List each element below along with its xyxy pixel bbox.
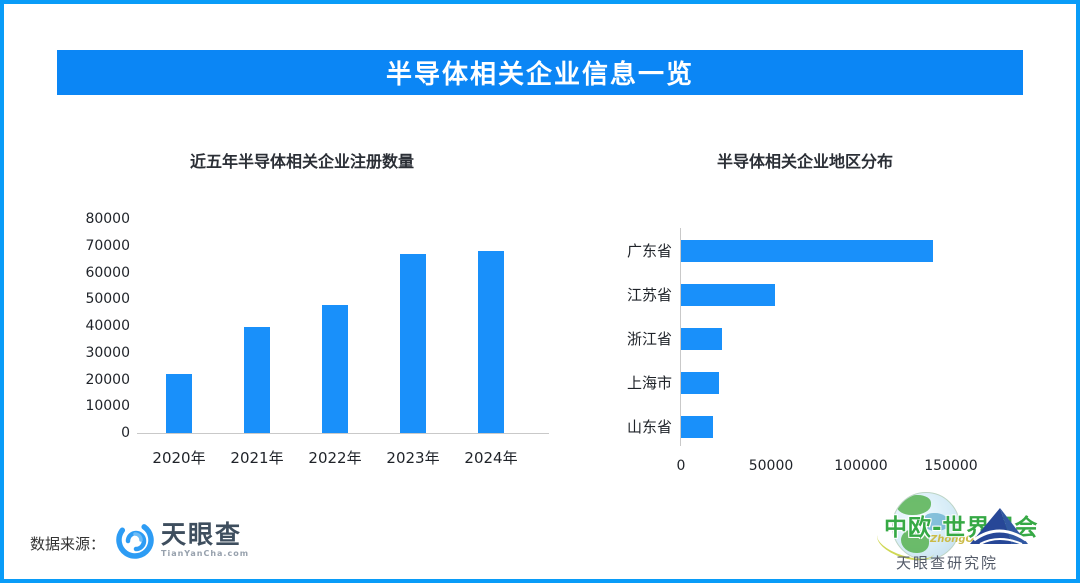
registrations-bar xyxy=(322,304,348,433)
watermark: ZhongOu 中欧-世界展会 天眼查研究院 xyxy=(870,486,1074,578)
region-label: 山东省 xyxy=(626,418,672,436)
tianyancha-domain: TianYanCha.com xyxy=(161,549,250,558)
watermark-expo-subtitle: ZhongOu xyxy=(930,534,982,545)
registrations-baseline xyxy=(137,433,549,434)
tianyancha-name: 天眼查 xyxy=(161,520,243,549)
regions-chart-title: 半导体相关企业地区分布 xyxy=(716,152,893,171)
registrations-xlabel: 2021年 xyxy=(230,449,284,467)
data-source: 数据来源： 天眼查 TianYanCha.com xyxy=(30,520,249,560)
data-source-label: 数据来源： xyxy=(30,534,106,553)
globe-continent xyxy=(901,529,929,553)
region-label: 上海市 xyxy=(626,374,672,392)
region-bar xyxy=(681,284,775,306)
yaxis-tick-label: 0 xyxy=(121,425,130,441)
globe-icon xyxy=(892,492,960,560)
registrations-xlabel: 2022年 xyxy=(308,449,362,467)
tianyancha-logo: 天眼查 TianYanCha.com xyxy=(115,520,249,560)
registrations-plot xyxy=(137,219,549,434)
registrations-bar xyxy=(400,253,426,433)
yaxis-tick-label: 40000 xyxy=(85,318,130,334)
banner: 半导体相关企业信息一览 xyxy=(57,50,1023,95)
regions-xtick-label: 100000 xyxy=(834,458,888,474)
regions-axis-line xyxy=(680,228,681,446)
banner-title: 半导体相关企业信息一览 xyxy=(385,60,694,90)
regions-xtick-label: 0 xyxy=(676,458,686,474)
registrations-xlabel: 2023年 xyxy=(386,449,440,467)
registrations-chart-title: 近五年半导体相关企业注册数量 xyxy=(189,152,414,171)
yaxis-tick-label: 60000 xyxy=(85,264,130,281)
regions-xtick-label: 50000 xyxy=(748,458,794,474)
region-bar xyxy=(681,240,933,262)
region-bar xyxy=(681,328,723,350)
region-bar xyxy=(681,416,714,438)
globe-continent xyxy=(923,513,949,531)
regions-xtick-label: 150000 xyxy=(924,458,978,474)
yaxis-tick-label: 20000 xyxy=(85,371,130,388)
yaxis-tick-label: 80000 xyxy=(85,211,130,227)
region-bar xyxy=(681,372,719,394)
region-label: 江苏省 xyxy=(626,286,672,304)
bridge-logo-icon xyxy=(970,508,1028,545)
registrations-xlabel: 2020年 xyxy=(152,449,206,467)
registrations-bar xyxy=(166,374,192,433)
registrations-bar xyxy=(244,327,270,433)
regions-plot xyxy=(680,228,1016,446)
tianyancha-swirl-icon xyxy=(116,521,154,559)
watermark-institute: 天眼查研究院 xyxy=(896,554,999,572)
yaxis-tick-label: 30000 xyxy=(85,344,130,361)
registrations-xlabel: 2024年 xyxy=(464,449,518,467)
registrations-bar xyxy=(478,251,504,433)
yaxis-tick-label: 50000 xyxy=(85,291,130,308)
yaxis-tick-label: 10000 xyxy=(85,398,130,415)
region-label: 广东省 xyxy=(626,242,672,260)
region-label: 浙江省 xyxy=(626,330,672,348)
yaxis-tick-label: 70000 xyxy=(85,237,130,254)
globe-continent xyxy=(897,495,931,515)
